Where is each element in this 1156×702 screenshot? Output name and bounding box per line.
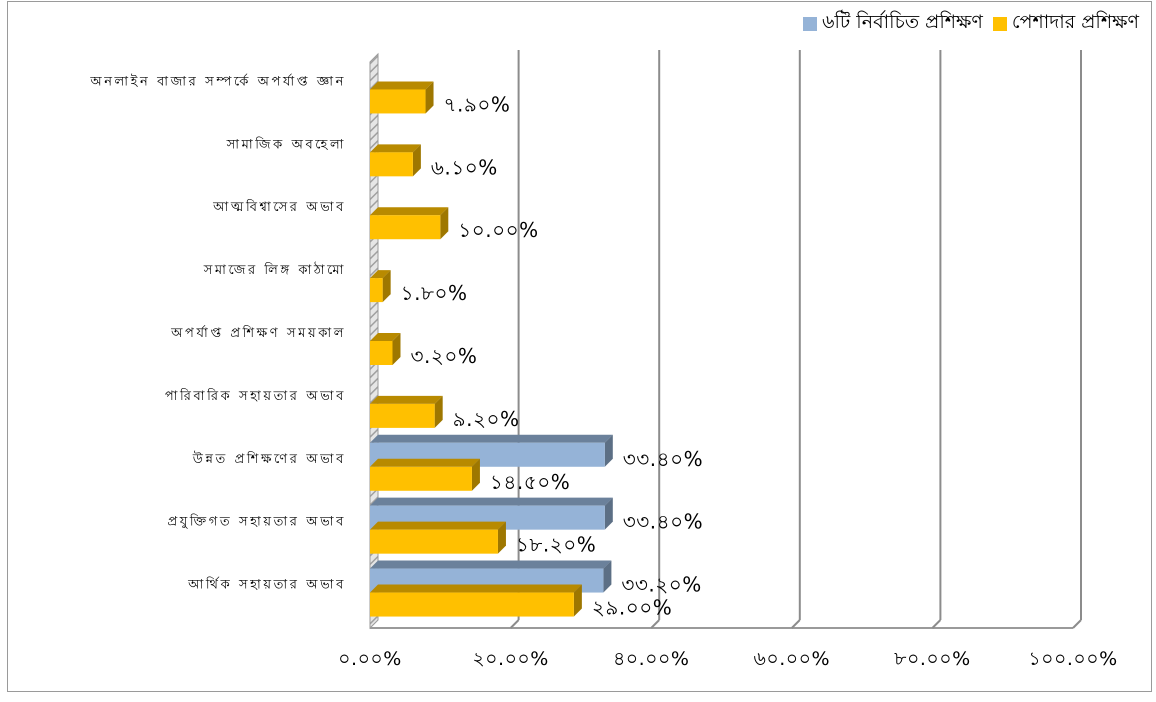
bar-side-professional-training bbox=[471, 458, 480, 491]
bar-side-professional-training bbox=[382, 270, 391, 303]
data-label-professional-training: ৩.২০% bbox=[410, 344, 477, 368]
gridline-foot bbox=[509, 619, 520, 629]
x-tick-label: ৮০.০০% bbox=[894, 648, 970, 670]
category-label: পারিবারিক সহায়তার অভাব bbox=[165, 388, 346, 404]
x-tick-label: ২০.০০% bbox=[472, 648, 549, 670]
bar-top-professional-training bbox=[370, 584, 582, 593]
gridline-foot bbox=[650, 619, 660, 629]
category-label: অনলাইন বাজার সম্পর্কে অপর্যাপ্ত জ্ঞান bbox=[89, 73, 346, 89]
bar-side-professional-training bbox=[573, 584, 582, 617]
legend-item-selected-training: ৬টি নির্বাচিত প্রশিক্ষণ bbox=[803, 8, 983, 40]
data-label-professional-training: ১০.০০% bbox=[458, 218, 538, 242]
legend: ৬টি নির্বাচিত প্রশিক্ষণ পেশাদার প্রশিক্ষ… bbox=[803, 8, 1139, 40]
data-label-professional-training: ১৮.২০% bbox=[516, 533, 596, 557]
category-label: আত্মবিশ্বাসের অভাব bbox=[212, 199, 346, 215]
category-label: সমাজের লিঙ্গ কাঠামো bbox=[203, 262, 346, 278]
legend-label-professional-training: পেশাদার প্রশিক্ষণ bbox=[1011, 11, 1139, 33]
bar-professional-training bbox=[370, 278, 383, 303]
x-tick-label: ০.০০% bbox=[338, 648, 402, 670]
data-label-professional-training: ৬.১০% bbox=[431, 155, 498, 179]
bar-professional-training bbox=[370, 215, 441, 240]
bar-top-professional-training bbox=[370, 81, 434, 90]
bar-professional-training bbox=[370, 403, 435, 428]
category-label: প্রযুক্তিগত সহায়তার অভাব bbox=[167, 514, 346, 530]
x-tick-label: ৪০.০০% bbox=[613, 648, 689, 670]
bar-top-selected-training bbox=[370, 560, 612, 569]
bar-professional-training bbox=[370, 152, 413, 177]
data-label-professional-training: ২৯.০০% bbox=[592, 596, 672, 620]
bar-top-professional-training bbox=[370, 395, 443, 404]
gridline-foot bbox=[931, 619, 942, 629]
category-label: সামাজিক অবহেলা bbox=[226, 136, 346, 152]
gridline-foot bbox=[1072, 619, 1082, 629]
bar-professional-training bbox=[370, 341, 393, 365]
x-tick-label: ১০০.০০% bbox=[1028, 648, 1117, 670]
bar-side-selected-training bbox=[603, 560, 612, 593]
data-label-professional-training: ১.৮০% bbox=[401, 281, 468, 305]
bar-professional-training bbox=[370, 89, 426, 114]
bar-top-selected-training bbox=[370, 434, 613, 443]
x-tick-label: ৬০.০০% bbox=[754, 648, 831, 670]
data-label-selected-training: ৩৩.২০% bbox=[621, 573, 701, 597]
bar-side-selected-training bbox=[604, 434, 613, 467]
bar-side-professional-training bbox=[412, 144, 421, 177]
data-label-professional-training: ৯.২০% bbox=[453, 407, 520, 431]
category-label: উন্নত প্রশিক্ষণের অভাব bbox=[192, 451, 346, 467]
bar-top-professional-training bbox=[370, 458, 480, 467]
category-label: আর্থিক সহায়তার অভাব bbox=[187, 577, 346, 593]
bar-top-professional-training bbox=[370, 521, 506, 530]
bar-top-professional-training bbox=[370, 144, 421, 153]
legend-swatch-professional-training bbox=[992, 17, 1007, 31]
data-label-selected-training: ৩৩.৪০% bbox=[623, 510, 703, 534]
bar-side-professional-training bbox=[434, 395, 443, 428]
bar-top-professional-training bbox=[370, 333, 401, 341]
bar-side-professional-training bbox=[392, 333, 401, 365]
bar-side-professional-training bbox=[440, 207, 449, 240]
legend-label-selected-training: ৬টি নির্বাচিত প্রশিক্ষণ bbox=[822, 11, 983, 33]
bar-side-professional-training bbox=[497, 521, 506, 554]
data-label-professional-training: ৭.৯০% bbox=[444, 92, 511, 116]
data-label-selected-training: ৩৩.৪০% bbox=[623, 447, 703, 471]
gridline-foot bbox=[791, 619, 801, 629]
bar-top-professional-training bbox=[370, 207, 449, 216]
data-label-professional-training: ১৪.৫০% bbox=[490, 470, 570, 494]
legend-swatch-selected-training bbox=[803, 17, 818, 31]
bar-side-selected-training bbox=[604, 497, 613, 530]
bar-top-selected-training bbox=[370, 497, 613, 506]
bar-professional-training bbox=[370, 592, 574, 617]
bar-professional-training bbox=[370, 466, 472, 491]
category-label: অপর্যাপ্ত প্রশিক্ষণ সময়কাল bbox=[170, 325, 346, 341]
bar-professional-training bbox=[370, 529, 498, 554]
legend-item-professional-training: পেশাদার প্রশিক্ষণ bbox=[992, 8, 1139, 40]
bar-side-professional-training bbox=[425, 81, 434, 114]
bar-top-professional-training bbox=[370, 270, 391, 279]
